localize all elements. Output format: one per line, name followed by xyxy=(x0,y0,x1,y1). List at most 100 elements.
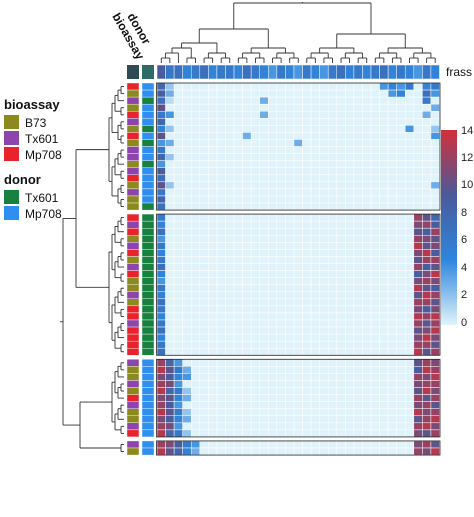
heatmap-cell xyxy=(156,415,166,424)
heatmap-cell xyxy=(216,125,226,133)
frass-cell xyxy=(285,64,295,80)
heatmap-cell xyxy=(233,291,243,300)
bioassay-annotation-cell xyxy=(126,284,140,292)
heatmap-cell xyxy=(353,333,363,342)
heatmap-cell xyxy=(353,125,363,133)
donor-annotation-cell xyxy=(141,125,155,133)
heatmap-cell xyxy=(233,249,243,257)
heatmap-cell xyxy=(242,319,252,328)
heatmap-cell xyxy=(430,333,440,342)
heatmap-cell xyxy=(199,213,209,222)
heatmap-cell xyxy=(396,366,406,374)
heatmap-cell xyxy=(430,429,440,438)
heatmap-cell xyxy=(353,153,363,161)
heatmap-cell xyxy=(173,132,183,140)
donor-annotation-cell xyxy=(141,348,155,356)
heatmap-cell xyxy=(156,181,166,190)
heatmap-cell xyxy=(165,213,175,222)
heatmap-cell xyxy=(293,319,303,328)
heatmap-cell xyxy=(173,153,183,161)
heatmap-cell xyxy=(310,422,320,431)
heatmap-cell xyxy=(242,347,252,356)
heatmap-cell xyxy=(190,408,201,417)
heatmap-cell xyxy=(259,340,269,349)
heatmap-cell xyxy=(216,227,226,236)
heatmap-cell xyxy=(387,408,397,417)
heatmap-cell xyxy=(259,256,269,264)
heatmap-cell xyxy=(353,270,363,278)
heatmap-cell xyxy=(319,139,329,147)
heatmap-cell xyxy=(208,422,218,431)
heatmap-cell xyxy=(362,340,372,349)
heatmap-cell xyxy=(430,160,440,168)
heatmap-cell xyxy=(233,429,243,438)
heatmap-cell xyxy=(156,373,166,381)
heatmap-cell xyxy=(216,429,226,438)
heatmap-cell xyxy=(319,110,329,119)
heatmap-cell xyxy=(422,347,432,356)
heatmap-cell xyxy=(302,249,312,257)
heatmap-cell xyxy=(327,195,338,204)
heatmap-cell xyxy=(345,401,355,409)
heatmap-cell xyxy=(225,415,235,424)
heatmap-cell xyxy=(413,422,423,431)
heatmap-cell xyxy=(199,174,209,183)
heatmap-cell xyxy=(250,227,260,236)
heatmap-cell xyxy=(173,89,183,98)
heatmap-cell xyxy=(404,235,415,243)
heatmap-cell xyxy=(156,235,166,243)
heatmap-cell xyxy=(285,359,295,367)
heatmap-cell xyxy=(413,263,423,271)
heatmap-cell xyxy=(156,220,166,229)
heatmap-cell xyxy=(396,347,406,356)
heatmap-cell xyxy=(208,305,218,314)
heatmap-cell xyxy=(387,298,397,307)
heatmap-cell xyxy=(173,347,183,356)
heatmap-cell xyxy=(268,195,278,204)
heatmap-cell xyxy=(156,110,166,119)
heatmap-cell xyxy=(173,195,183,204)
heatmap-cell xyxy=(370,160,380,168)
heatmap-cell xyxy=(190,242,201,250)
heatmap-cell xyxy=(336,373,346,381)
heatmap-cell xyxy=(156,118,166,126)
heatmap-cell xyxy=(225,298,235,307)
heatmap-cell xyxy=(285,132,295,140)
heatmap-cell xyxy=(302,118,312,126)
legend-donor-title: donor xyxy=(4,172,41,187)
legend-b73-label: B73 xyxy=(25,116,47,130)
donor-annotation-cell xyxy=(141,277,155,285)
heatmap-cell xyxy=(310,415,320,424)
heatmap-cell xyxy=(190,132,201,140)
heatmap-cell xyxy=(259,270,269,278)
heatmap-cell xyxy=(293,235,303,243)
heatmap-cell xyxy=(268,235,278,243)
heatmap-cell xyxy=(259,277,269,285)
heatmap-cell xyxy=(310,347,320,356)
bioassay-annotation-cell xyxy=(126,118,140,126)
heatmap-cell xyxy=(404,415,415,424)
heatmap-cell xyxy=(310,447,320,456)
heatmap-cell xyxy=(285,394,295,402)
heatmap-cell xyxy=(387,242,397,250)
heatmap-cell xyxy=(362,347,372,356)
heatmap-cell xyxy=(268,249,278,257)
frass-cell xyxy=(302,64,312,80)
heatmap-cell xyxy=(387,333,397,342)
heatmap-cell xyxy=(379,277,389,285)
heatmap-cell xyxy=(387,359,397,367)
heatmap-cell xyxy=(293,340,303,349)
heatmap-cell xyxy=(182,440,192,449)
heatmap-cell xyxy=(336,284,346,292)
heatmap-cell xyxy=(396,181,406,190)
heatmap-cell xyxy=(165,270,175,278)
heatmap-cell xyxy=(190,249,201,257)
heatmap-cell xyxy=(259,387,269,395)
heatmap-cell xyxy=(345,110,355,119)
heatmap-cell xyxy=(404,401,415,409)
heatmap-cell xyxy=(293,249,303,257)
heatmap-cell xyxy=(319,366,329,374)
heatmap-cell xyxy=(404,305,415,314)
heatmap-cell xyxy=(276,118,286,126)
heatmap-cell xyxy=(396,447,406,456)
